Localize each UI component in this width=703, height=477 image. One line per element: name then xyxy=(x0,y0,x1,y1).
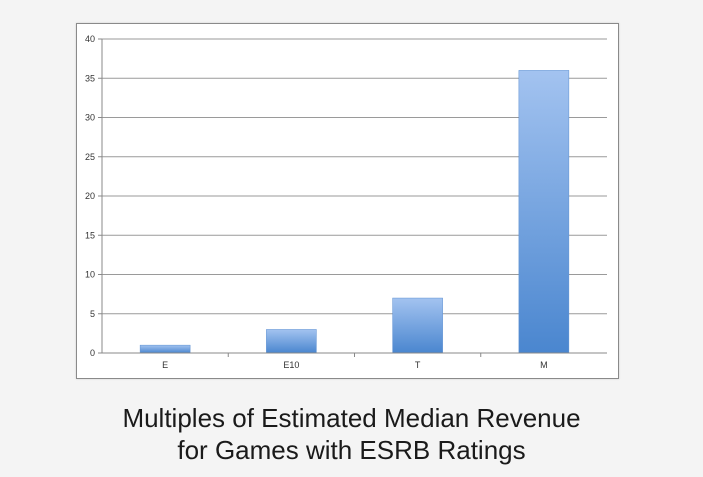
y-tick-label: 20 xyxy=(85,191,95,201)
x-tick-label: M xyxy=(540,360,548,370)
x-tick-label: E xyxy=(162,360,168,370)
y-axis-ticks: 0 5 10 15 20 25 30 35 40 xyxy=(85,34,102,358)
y-tick-label: 35 xyxy=(85,73,95,83)
caption-line-2: for Games with ESRB Ratings xyxy=(177,435,526,465)
y-tick-label: 30 xyxy=(85,113,95,123)
y-tick-label: 5 xyxy=(90,309,95,319)
bar-m xyxy=(518,70,570,354)
bar-t xyxy=(392,297,443,354)
bar-chart: 0 5 10 15 20 25 30 35 40 E E10 T M xyxy=(85,34,607,370)
caption-line-1: Multiples of Estimated Median Revenue xyxy=(122,403,581,433)
x-axis-ticks: E E10 T M xyxy=(162,353,548,370)
y-tick-label: 40 xyxy=(85,34,95,44)
gridlines xyxy=(102,38,607,354)
bar-e10 xyxy=(266,329,317,354)
y-tick-label: 25 xyxy=(85,152,95,162)
chart-caption: Multiples of Estimated Median Revenue fo… xyxy=(0,402,703,466)
y-tick-label: 0 xyxy=(90,348,95,358)
y-tick-label: 15 xyxy=(85,230,95,240)
y-tick-label: 10 xyxy=(85,270,95,280)
x-tick-label: E10 xyxy=(283,360,299,370)
x-tick-label: T xyxy=(415,360,421,370)
chart-panel: 0 5 10 15 20 25 30 35 40 E E10 T M xyxy=(76,23,619,379)
bars xyxy=(139,70,570,354)
bar-e xyxy=(139,344,191,354)
